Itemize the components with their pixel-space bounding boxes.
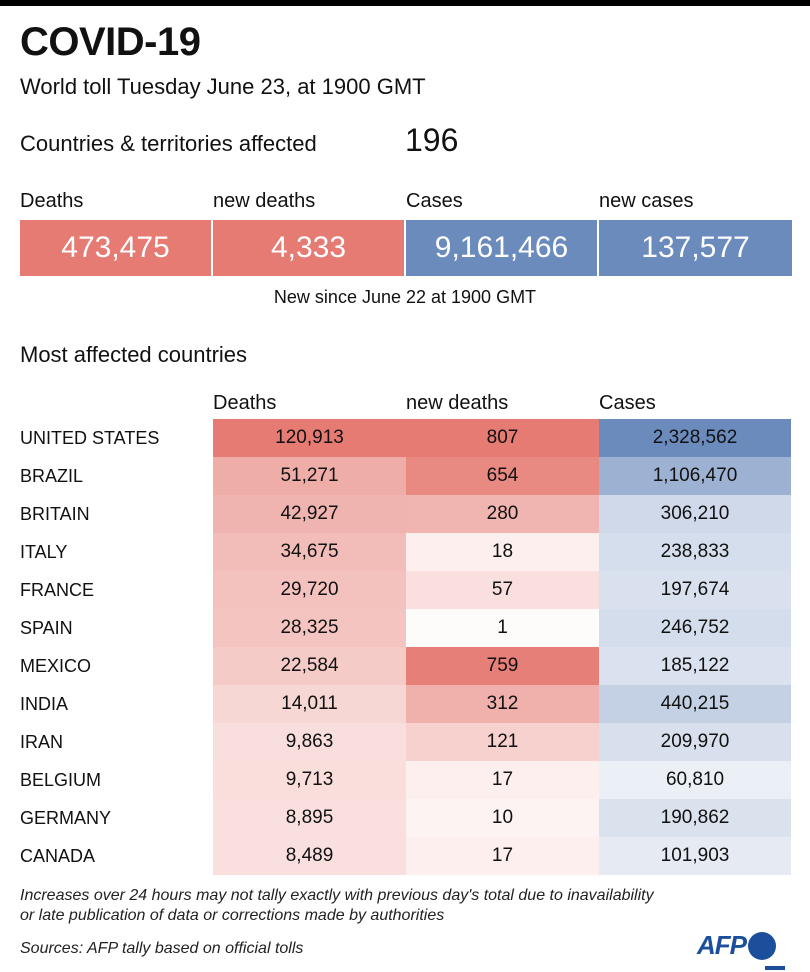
table-row: FRANCE 29,720 57 197,674 [0,571,810,609]
summary-new-deaths-cell: 4,333 [213,220,406,276]
table-row: BRAZIL 51,271 654 1,106,470 [0,457,810,495]
country-name: IRAN [20,732,64,752]
afp-logo-text: AFP [697,930,747,960]
cases-cell: 197,674 [599,571,791,609]
summary-totals: 473,475 4,333 9,161,466 137,577 [20,220,792,276]
afp-logo: AFP [697,930,776,961]
cases-cell: 190,862 [599,799,791,837]
summary-label-cases: Cases [406,190,463,212]
summary-deaths-cell: 473,475 [20,220,213,276]
cases-cell: 440,215 [599,685,791,723]
country-name: CANADA [20,846,96,866]
summary-labels: Deaths new deaths Cases new cases [20,190,792,216]
summary-cases-cell: 9,161,466 [406,220,599,276]
country-name: MEXICO [20,656,92,676]
table-row: ITALY 34,675 18 238,833 [0,533,810,571]
deaths-cell: 9,863 [213,723,406,761]
column-header-cases: Cases [599,392,656,414]
deaths-cell: 8,489 [213,837,406,875]
table-row: IRAN 9,863 121 209,970 [0,723,810,761]
country-name: SPAIN [20,618,73,638]
countries-affected-label: Countries & territories affected [20,131,317,156]
cases-cell: 306,210 [599,495,791,533]
country-name: ITALY [20,542,68,562]
table-row: SPAIN 28,325 1 246,752 [0,609,810,647]
new-deaths-cell: 654 [406,457,599,495]
table-row: BRITAIN 42,927 280 306,210 [0,495,810,533]
new-deaths-cell: 57 [406,571,599,609]
new-deaths-cell: 312 [406,685,599,723]
cases-cell: 209,970 [599,723,791,761]
country-name: FRANCE [20,580,95,600]
afp-logo-underline [765,966,785,970]
deaths-cell: 9,713 [213,761,406,799]
new-deaths-cell: 18 [406,533,599,571]
new-deaths-cell: 807 [406,419,599,457]
table-row: CANADA 8,489 17 101,903 [0,837,810,875]
new-deaths-cell: 759 [406,647,599,685]
table-row: INDIA 14,011 312 440,215 [0,685,810,723]
page-title: COVID-19 [20,20,201,64]
deaths-cell: 29,720 [213,571,406,609]
summary-label-new-cases: new cases [599,190,694,212]
table-row: MEXICO 22,584 759 185,122 [0,647,810,685]
deaths-cell: 51,271 [213,457,406,495]
footnote-line-2: or late publication of data or correctio… [20,907,445,924]
summary-label-new-deaths: new deaths [213,190,316,212]
new-deaths-cell: 17 [406,837,599,875]
top-bar [0,0,810,6]
table-row: GERMANY 8,895 10 190,862 [0,799,810,837]
summary-new-cases-cell: 137,577 [599,220,792,276]
new-deaths-cell: 17 [406,761,599,799]
summary-label-deaths: Deaths [20,190,84,212]
deaths-cell: 42,927 [213,495,406,533]
country-table: UNITED STATES 120,913 807 2,328,562 BRAZIL 51… [0,419,810,875]
country-name: UNITED STATES [20,428,160,448]
country-name: INDIA [20,694,69,714]
cases-cell: 185,122 [599,647,791,685]
countries-affected-value: 196 [405,122,459,158]
table-row: BELGIUM 9,713 17 60,810 [0,761,810,799]
deaths-cell: 8,895 [213,799,406,837]
deaths-cell: 120,913 [213,419,406,457]
new-since-note: New since June 22 at 1900 GMT [273,287,537,307]
new-deaths-cell: 1 [406,609,599,647]
deaths-cell: 34,675 [213,533,406,571]
deaths-cell: 22,584 [213,647,406,685]
afp-logo-dot-icon [748,931,776,960]
footnote-line-1: Increases over 24 hours may not tally ex… [20,887,654,904]
deaths-cell: 28,325 [213,609,406,647]
cases-cell: 2,328,562 [599,419,791,457]
column-header-deaths: Deaths [213,392,277,414]
sources-note: Sources: AFP tally based on official tol… [20,940,304,957]
country-name: BELGIUM [20,770,102,790]
cases-cell: 60,810 [599,761,791,799]
country-name: BRAZIL [20,466,84,486]
country-name: GERMANY [20,808,112,828]
new-deaths-cell: 121 [406,723,599,761]
cases-cell: 1,106,470 [599,457,791,495]
section-title: Most affected countries [20,342,248,367]
cases-cell: 246,752 [599,609,791,647]
country-name: BRITAIN [20,504,90,524]
footnote: Increases over 24 hours may not tally ex… [20,886,654,926]
table-row: UNITED STATES 120,913 807 2,328,562 [0,419,810,457]
cases-cell: 238,833 [599,533,791,571]
cases-cell: 101,903 [599,837,791,875]
column-header-new-deaths: new deaths [406,392,509,414]
new-deaths-cell: 10 [406,799,599,837]
deaths-cell: 14,011 [213,685,406,723]
new-deaths-cell: 280 [406,495,599,533]
page-subtitle: World toll Tuesday June 23, at 1900 GMT [20,74,426,99]
